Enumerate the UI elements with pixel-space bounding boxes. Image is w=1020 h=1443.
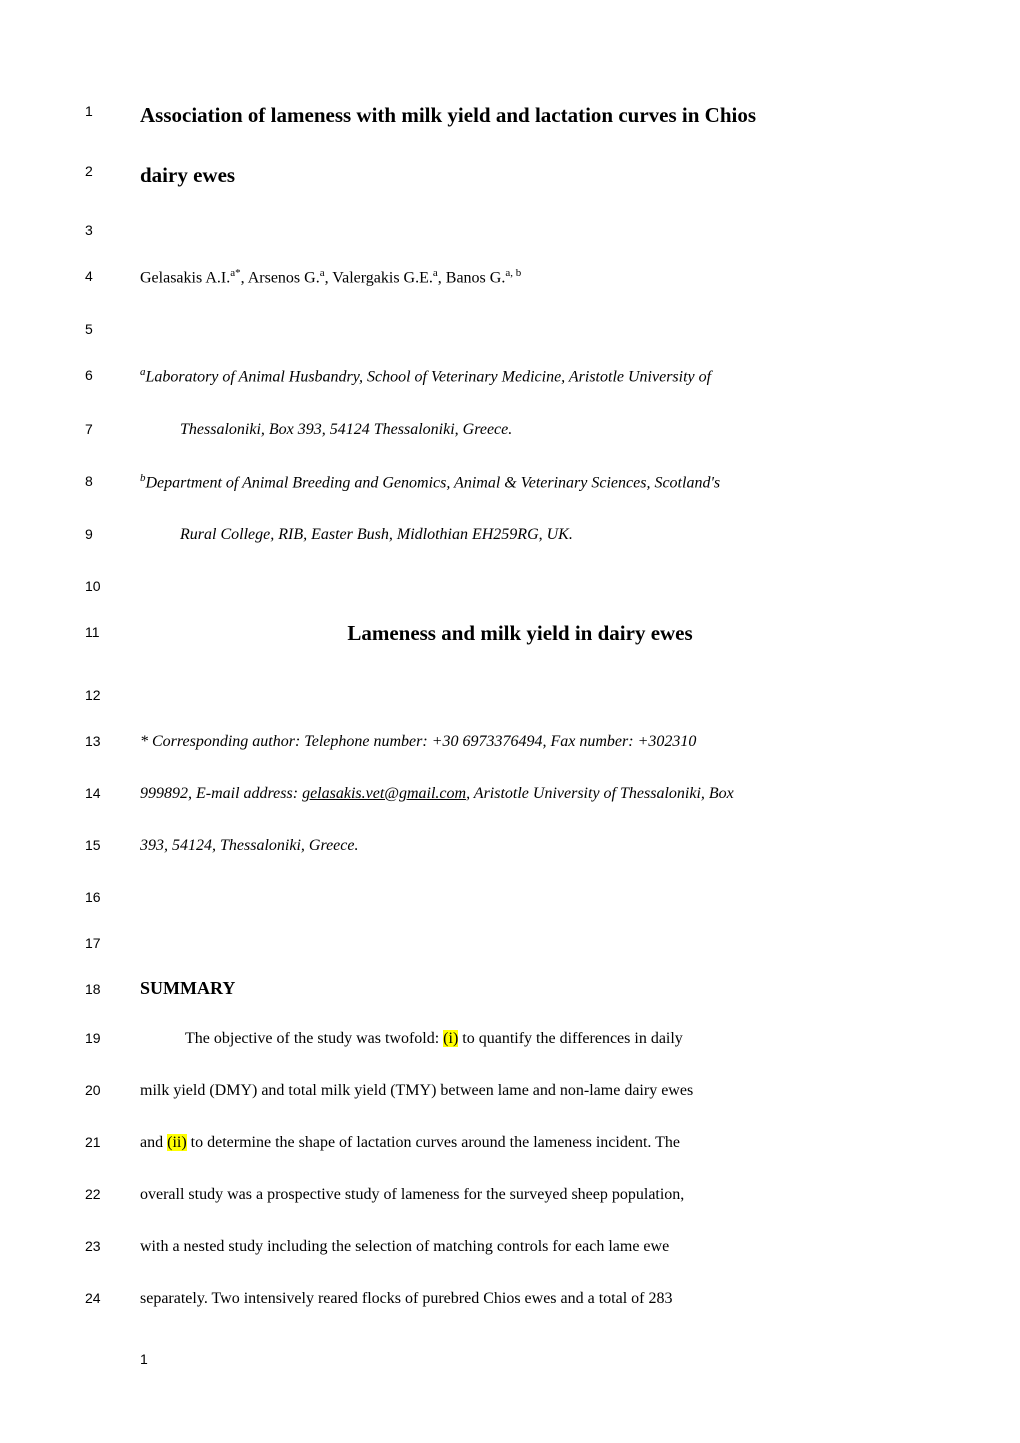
line-number: 12 (85, 687, 101, 703)
highlight-text: (i) (443, 1030, 458, 1047)
author-name: , Arsenos G. (241, 269, 320, 286)
body-text: The objective of the study was twofold: … (140, 1027, 900, 1051)
author-name: Gelasakis A.I. (140, 269, 230, 286)
blank-line: 3 (140, 219, 900, 237)
body-text: and (ii) to determine the shape of lacta… (140, 1131, 900, 1155)
line-number: 18 (85, 981, 101, 997)
affiliation-line: 8 bDepartment of Animal Breeding and Gen… (140, 470, 900, 495)
title-text: dairy ewes (140, 160, 900, 192)
highlight-text: (ii) (167, 1134, 187, 1151)
section-heading-line: 18 SUMMARY (140, 978, 900, 999)
affiliation-line: 9 Rural College, RIB, Easter Bush, Midlo… (140, 523, 900, 547)
affiliation-text: aLaboratory of Animal Husbandry, School … (140, 364, 900, 389)
line-number: 13 (85, 733, 101, 749)
corresponding-line: 14 999892, E-mail address: gelasakis.vet… (140, 782, 900, 806)
blank-line: 10 (140, 575, 900, 593)
author-name: , Valergakis G.E. (325, 269, 433, 286)
body-text: overall study was a prospective study of… (140, 1183, 900, 1207)
line-number: 1 (85, 103, 93, 119)
line-number: 16 (85, 889, 101, 905)
line-number: 17 (85, 935, 101, 951)
email-link[interactable]: gelasakis.vet@gmail.com (302, 785, 466, 802)
running-title-text: Lameness and milk yield in dairy ewes (140, 621, 900, 646)
line-number: 24 (85, 1290, 101, 1306)
affiliation-text: Rural College, RIB, Easter Bush, Midloth… (140, 523, 900, 547)
affiliation-body: Department of Animal Breeding and Genomi… (146, 474, 721, 491)
corresponding-text: 393, 54124, Thessaloniki, Greece. (140, 834, 900, 858)
title-line-2: 2 dairy ewes (140, 160, 900, 192)
corresponding-pre: 999892, E-mail address: (140, 785, 302, 802)
author-line: 4 Gelasakis A.I.a*, Arsenos G.a, Valerga… (140, 265, 900, 290)
line-number: 3 (85, 222, 93, 238)
line-number: 20 (85, 1082, 101, 1098)
affiliation-line: 6 aLaboratory of Animal Husbandry, Schoo… (140, 364, 900, 389)
blank-line: 12 (140, 684, 900, 702)
page-number: 1 (140, 1351, 900, 1367)
corresponding-line: 13 * Corresponding author: Telephone num… (140, 730, 900, 754)
body-pre: The objective of the study was twofold: (185, 1030, 443, 1047)
body-line: 22 overall study was a prospective study… (140, 1183, 900, 1207)
blank-line: 16 (140, 886, 900, 904)
affiliation-line: 7 Thessaloniki, Box 393, 54124 Thessalon… (140, 418, 900, 442)
body-line: 21 and (ii) to determine the shape of la… (140, 1131, 900, 1155)
title-line-1: 1 Association of lameness with milk yiel… (140, 100, 900, 132)
affiliation-text: bDepartment of Animal Breeding and Genom… (140, 470, 900, 495)
author-name: , Banos G. (438, 269, 506, 286)
running-title-line: 11 Lameness and milk yield in dairy ewes (140, 621, 900, 646)
line-number: 2 (85, 163, 93, 179)
line-number: 19 (85, 1030, 101, 1046)
line-number: 15 (85, 837, 101, 853)
author-sup: a* (230, 267, 240, 279)
body-pre: and (140, 1134, 167, 1151)
author-text: Gelasakis A.I.a*, Arsenos G.a, Valergaki… (140, 265, 900, 290)
line-number: 10 (85, 578, 101, 594)
corresponding-text: 999892, E-mail address: gelasakis.vet@gm… (140, 782, 900, 806)
line-number: 23 (85, 1238, 101, 1254)
body-line: 23 with a nested study including the sel… (140, 1235, 900, 1259)
body-text: with a nested study including the select… (140, 1235, 900, 1259)
title-text: Association of lameness with milk yield … (140, 100, 900, 132)
corresponding-text: * Corresponding author: Telephone number… (140, 730, 900, 754)
body-text: separately. Two intensively reared flock… (140, 1287, 900, 1311)
line-number: 7 (85, 421, 93, 437)
body-post: to quantify the differences in daily (458, 1030, 683, 1047)
corresponding-line: 15 393, 54124, Thessaloniki, Greece. (140, 834, 900, 858)
body-text: milk yield (DMY) and total milk yield (T… (140, 1079, 900, 1103)
line-number: 9 (85, 526, 93, 542)
line-number: 11 (85, 624, 100, 640)
author-sup: a, b (505, 267, 521, 279)
body-post: to determine the shape of lactation curv… (187, 1134, 680, 1151)
body-line: 24 separately. Two intensively reared fl… (140, 1287, 900, 1311)
blank-line: 5 (140, 318, 900, 336)
blank-line: 17 (140, 932, 900, 950)
body-line: 19 The objective of the study was twofol… (140, 1027, 900, 1051)
affiliation-text: Thessaloniki, Box 393, 54124 Thessalonik… (140, 418, 900, 442)
line-number: 14 (85, 785, 101, 801)
line-number: 5 (85, 321, 93, 337)
section-heading-text: SUMMARY (140, 978, 900, 999)
line-number: 6 (85, 367, 93, 383)
line-number: 8 (85, 473, 93, 489)
line-number: 4 (85, 268, 93, 284)
line-number: 22 (85, 1186, 101, 1202)
line-number: 21 (85, 1134, 101, 1150)
affiliation-body: Laboratory of Animal Husbandry, School o… (146, 369, 712, 386)
body-line: 20 milk yield (DMY) and total milk yield… (140, 1079, 900, 1103)
corresponding-post: , Aristotle University of Thessaloniki, … (466, 785, 734, 802)
